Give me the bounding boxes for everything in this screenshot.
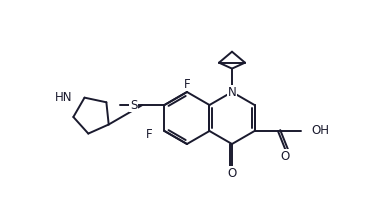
Text: F: F <box>146 129 153 142</box>
Text: OH: OH <box>311 124 329 137</box>
Text: F: F <box>184 77 190 90</box>
Text: N: N <box>228 85 236 98</box>
Text: O: O <box>280 150 290 163</box>
Text: S: S <box>130 98 137 111</box>
Text: HN: HN <box>55 91 72 104</box>
Text: O: O <box>227 167 237 180</box>
